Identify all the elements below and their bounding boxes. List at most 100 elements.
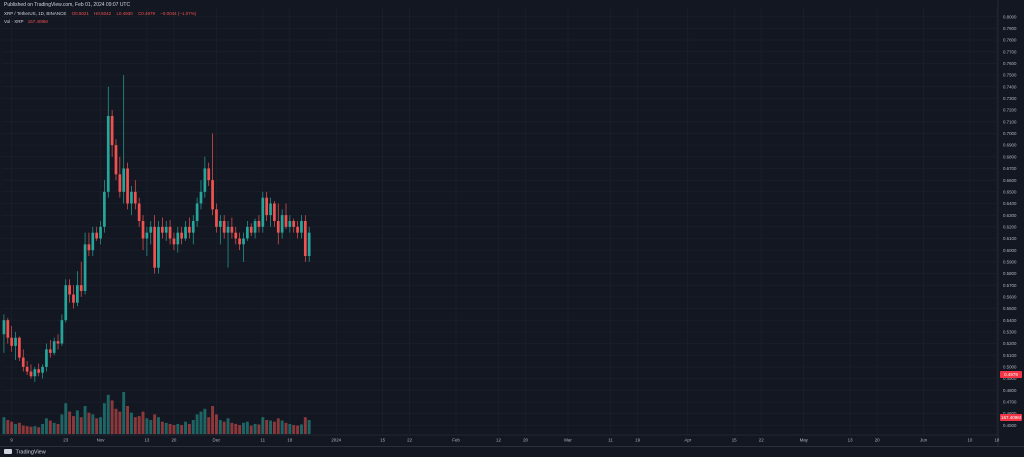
candle-body	[160, 226, 164, 233]
published-text: Published on TradingView.com, Feb 01, 20…	[4, 2, 131, 8]
price-tick-label: 0.5200	[1003, 341, 1017, 346]
candle-body	[307, 232, 311, 257]
volume-bar	[280, 420, 284, 434]
candles	[2, 75, 311, 383]
price-tick-label: 0.6700	[1003, 166, 1017, 171]
volume-bar	[284, 422, 288, 434]
volume-bar	[129, 412, 133, 434]
volume-bar	[83, 406, 87, 434]
candle-body	[75, 285, 79, 303]
candle-body	[68, 285, 71, 295]
price-tick-label: 0.5100	[1003, 353, 1017, 358]
candle-body	[126, 168, 129, 204]
volume-bar	[141, 411, 145, 434]
candle-body	[64, 285, 68, 321]
tradingview-logo[interactable]: TradingView	[4, 449, 46, 456]
volume-bar	[234, 423, 238, 434]
volume-bar	[149, 420, 153, 434]
price-tick-label: 0.7500	[1003, 73, 1017, 78]
volume-bar	[68, 411, 72, 434]
volume-bar	[249, 425, 253, 434]
price-tick-label: 0.7700	[1003, 49, 1017, 54]
price-tick-label: 0.6300	[1003, 213, 1017, 218]
price-tick-label: 0.7000	[1003, 131, 1017, 136]
time-tick-label: Nov	[97, 438, 106, 443]
candle-body	[48, 349, 52, 353]
candle-body	[45, 349, 48, 367]
time-tick-label: Jun	[920, 438, 928, 443]
time-tick-label: 15	[732, 438, 737, 443]
volume-bar	[17, 422, 21, 434]
volume-bar	[199, 411, 203, 434]
volume-bar	[172, 425, 176, 434]
time-tick-label: 2024	[331, 438, 341, 443]
volume-bar	[48, 420, 52, 434]
price-tick-label: 0.7900	[1003, 26, 1017, 31]
candle-body	[83, 244, 87, 292]
candle-body	[191, 221, 195, 233]
candle-body	[21, 357, 25, 367]
volume-bar	[230, 422, 234, 434]
volume-bar	[272, 421, 276, 434]
volume-bar	[87, 412, 91, 434]
time-tick-label: 15	[380, 438, 385, 443]
candle-body	[52, 341, 56, 353]
price-tick-label: 0.7400	[1003, 84, 1017, 89]
candle-body	[226, 226, 230, 233]
volume-bar	[211, 406, 215, 434]
volume-bar	[95, 418, 99, 434]
candle-body	[103, 191, 106, 227]
chart-canvas[interactable]: 0.8000 0.7900 0.7800 0.7700 0.7600 0.7500 0.74…	[0, 0, 1024, 446]
candle-body	[157, 226, 160, 268]
volume-bar	[41, 423, 45, 434]
volume-bar	[14, 423, 17, 434]
price-tick-label: 0.7300	[1003, 96, 1017, 101]
price-tick-label: 0.4800	[1003, 388, 1017, 393]
volume-bar	[72, 416, 75, 434]
candle-body	[261, 197, 265, 227]
volume-bar	[303, 417, 307, 434]
candle-body	[2, 320, 6, 335]
grid-lines	[2, 8, 998, 434]
price-tick-label: 0.6600	[1003, 178, 1017, 183]
volume-bar	[238, 425, 242, 434]
volume-bar	[288, 423, 292, 434]
volume-bar	[56, 423, 60, 434]
time-tick-label: Mar	[564, 438, 572, 443]
candle-body	[303, 221, 307, 257]
candle-body	[10, 337, 14, 346]
candle-body	[91, 232, 95, 251]
price-tick-label: 0.5400	[1003, 318, 1017, 323]
volume-label[interactable]: Vol · XRP	[4, 19, 24, 24]
candle-body	[230, 226, 234, 233]
published-header: Published on TradingView.com, Feb 01, 20…	[4, 2, 130, 8]
candle-body	[87, 244, 91, 251]
price-tick-label: 0.5800	[1003, 271, 1017, 276]
candle-body	[153, 226, 156, 268]
candle-body	[276, 221, 280, 233]
time-tick-label: 18	[287, 438, 292, 443]
time-tick-label: 18	[994, 438, 999, 443]
volume-bar	[299, 424, 303, 434]
time-tick-label: 13	[848, 438, 853, 443]
volume-bar	[164, 422, 168, 434]
time-tick-label: 20	[523, 438, 528, 443]
volume-legend: Vol · XRP 167.409M	[4, 19, 48, 24]
candle-body	[176, 232, 180, 245]
candle-body	[114, 145, 118, 175]
volume-bar	[60, 414, 64, 434]
candle-body	[37, 369, 41, 373]
volume-bar	[226, 418, 230, 434]
open-value: O0.5021	[71, 11, 89, 16]
candle-body	[203, 168, 207, 192]
time-tick-label: 13	[144, 438, 149, 443]
candle-body	[273, 203, 276, 221]
symbol-name[interactable]: XRP / TetherUS, 1D, BINANCE	[4, 11, 67, 16]
candle-body	[218, 221, 222, 227]
time-tick-label: Dec	[213, 438, 222, 443]
candle-body	[41, 366, 44, 373]
candle-body	[137, 203, 141, 221]
candle-body	[296, 226, 299, 233]
volume-bar	[137, 416, 141, 434]
candle-body	[300, 221, 303, 233]
